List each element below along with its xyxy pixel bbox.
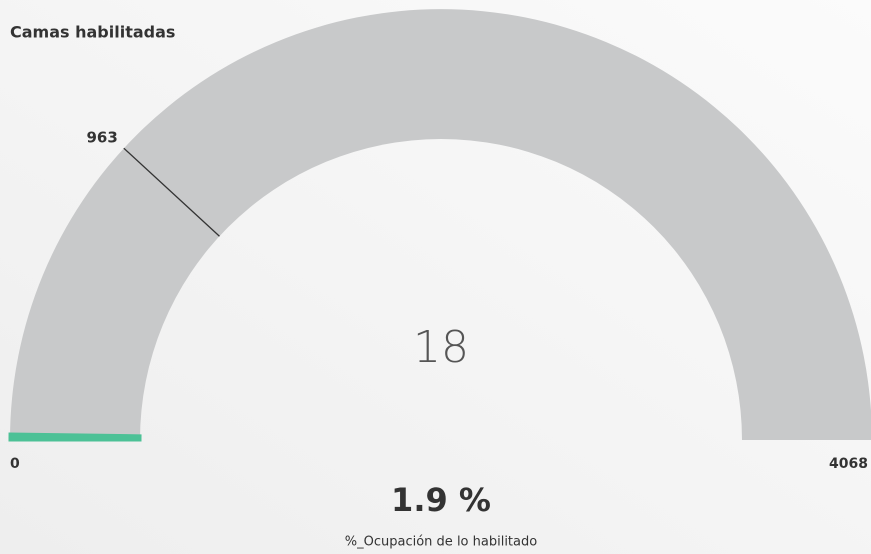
target-marker [123,147,220,237]
gauge-max-label: 4068 [829,456,868,472]
chart-title: Camas habilitadas [10,23,175,42]
gauge-value [8,432,142,442]
kpi-value: 1.9 % [391,481,491,519]
gauge-min-label: 0 [10,456,20,472]
gauge-value-label: 18 [413,322,469,373]
target-label: 963 [86,129,117,147]
kpi-label: %_Ocupación de lo habilitado [345,535,537,550]
gauge-track [10,9,871,440]
